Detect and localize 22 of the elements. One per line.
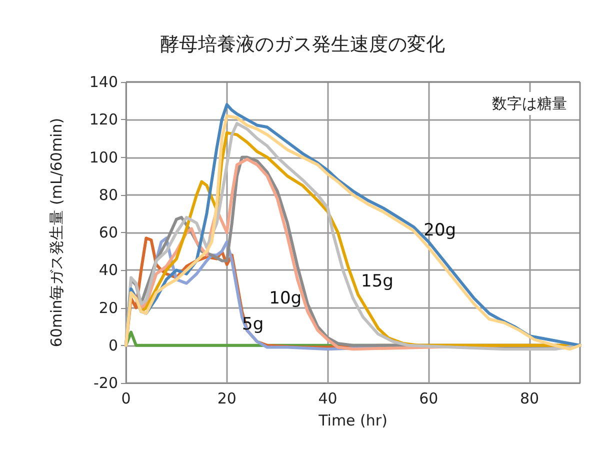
annotation: 5g bbox=[242, 314, 264, 335]
y-axis-title: 60min毎ガス発生量 (mL/60min) bbox=[48, 118, 66, 348]
y-tick-label: -20 bbox=[94, 374, 118, 392]
y-tick-label: 0 bbox=[108, 336, 118, 354]
y-tick-label: 20 bbox=[98, 298, 118, 317]
y-tick-label: 60 bbox=[98, 224, 118, 242]
annotation: 10g bbox=[269, 288, 302, 308]
chart-title: 酵母培養液のガス発生速度の変化 bbox=[160, 34, 445, 56]
y-tick-label: 80 bbox=[98, 186, 118, 204]
annotation: 20g bbox=[424, 220, 456, 241]
x-tick-label: 0 bbox=[121, 390, 131, 408]
y-tick-label: 140 bbox=[89, 73, 118, 91]
x-tick-label: 20 bbox=[217, 390, 236, 408]
y-tick-label: 40 bbox=[98, 261, 118, 280]
x-axis-title: Time (hr) bbox=[318, 412, 388, 430]
annotation: 数字は糖量 bbox=[492, 94, 567, 112]
x-tick-label: 60 bbox=[419, 390, 438, 408]
x-tick-label: 40 bbox=[318, 390, 338, 408]
annotation: 15g bbox=[361, 271, 394, 292]
y-tick-label: 120 bbox=[89, 110, 118, 129]
y-tick-label: 100 bbox=[89, 148, 118, 166]
x-tick-label: 80 bbox=[520, 390, 540, 408]
